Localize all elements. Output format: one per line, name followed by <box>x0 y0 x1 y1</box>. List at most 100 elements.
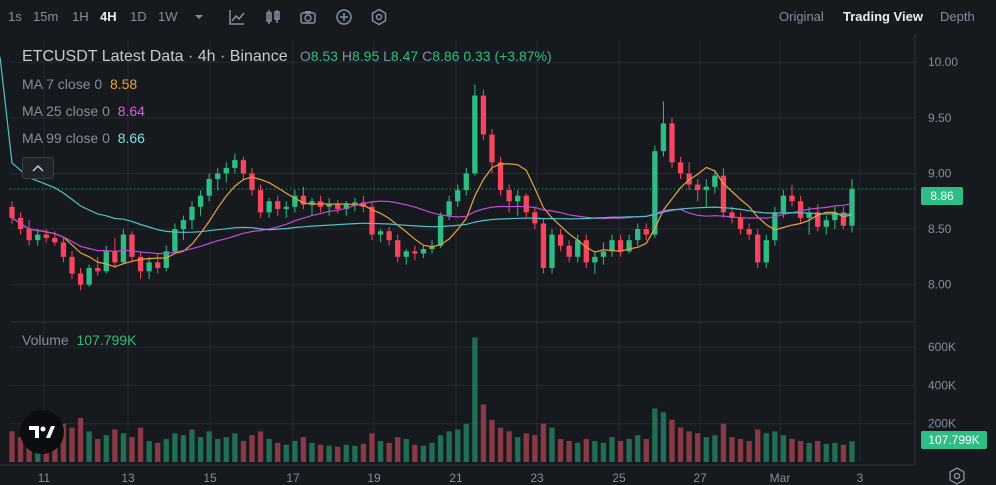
volume-bar <box>283 444 289 462</box>
candlestick-chart[interactable]: 10.00 9.50 9.00 8.50 8.00 600K 400K 200K 11 13 15 1… <box>0 34 996 485</box>
moving-averages <box>0 56 853 268</box>
axes: 10.00 9.50 9.00 8.50 8.00 600K 400K 200K 11 13 15 1… <box>38 55 959 485</box>
candle-body <box>737 217 744 230</box>
time-tick-label: 3 <box>857 471 864 485</box>
candle-body <box>120 234 127 263</box>
candle-body <box>420 249 427 254</box>
more-timeframes-chevron-icon[interactable] <box>192 10 206 24</box>
collapse-legend-button[interactable] <box>22 157 54 179</box>
volume-bar <box>155 442 161 462</box>
candle-body <box>583 240 589 263</box>
open-value: 8.53 <box>310 48 338 64</box>
ma99-line <box>0 56 853 233</box>
candle-body <box>103 251 109 272</box>
camera-icon[interactable] <box>299 8 317 26</box>
volume-bar <box>112 429 118 462</box>
volume-bar <box>95 439 101 462</box>
candle-body <box>223 167 229 174</box>
volume-bar <box>300 437 307 462</box>
candle-body <box>377 231 384 235</box>
volume-bar <box>403 439 409 462</box>
candle-body <box>823 220 829 227</box>
candle-body <box>480 95 487 135</box>
ma99-legend[interactable]: MA 99 close 0 8.66 <box>22 130 145 146</box>
add-indicator-icon[interactable] <box>335 8 353 26</box>
volume-tick-label: 600K <box>928 340 956 354</box>
time-tick-label: 13 <box>121 471 135 485</box>
volume-bar <box>420 445 427 462</box>
drawing-tools-icon[interactable] <box>228 8 246 26</box>
candle-body <box>240 160 247 174</box>
candle-body <box>163 251 169 268</box>
volume-bar <box>480 404 487 462</box>
candle-body <box>626 240 632 252</box>
candle-type-icon[interactable] <box>264 8 282 26</box>
candle-body <box>557 234 564 246</box>
volume-bar <box>849 441 855 462</box>
candle-body <box>609 240 615 252</box>
price-tick-label: 8.50 <box>928 222 952 236</box>
volume-bar <box>257 431 264 462</box>
tradingview-logo[interactable] <box>20 410 64 454</box>
ma25-legend[interactable]: MA 25 close 0 8.64 <box>22 103 145 119</box>
candle-body <box>575 240 581 257</box>
candle-body <box>789 195 795 202</box>
price-tick-label: 8.00 <box>928 278 952 292</box>
view-tradingview-button[interactable]: Trading View <box>843 9 923 24</box>
timeframe-1w[interactable]: 1W <box>158 9 178 24</box>
volume-bar <box>309 442 315 462</box>
volume-bar <box>429 442 435 462</box>
candle-body <box>635 229 641 241</box>
candle-body <box>446 201 452 216</box>
candle-body <box>69 256 75 274</box>
volume-bar <box>223 437 229 462</box>
ma7-legend[interactable]: MA 7 close 0 8.58 <box>22 76 137 92</box>
volume-bar <box>652 408 658 462</box>
high-value: 8.95 <box>351 48 380 64</box>
volume-bar <box>52 440 58 462</box>
timeframe-1h[interactable]: 1H <box>72 9 89 24</box>
chart-legend-header: ETCUSDT Latest Data · 4h · Binance O8.53… <box>22 48 552 66</box>
candle-body <box>497 162 504 191</box>
timeframe-1s[interactable]: 1s <box>8 9 22 24</box>
candle-body <box>437 215 444 246</box>
candle-body <box>677 162 684 174</box>
gear-icon[interactable] <box>948 467 966 485</box>
volume-bar <box>686 431 692 462</box>
candle-body <box>283 206 289 210</box>
timeframe-4h[interactable]: 4H <box>100 9 117 24</box>
volume-bar <box>780 435 787 462</box>
timeframe-15m[interactable]: 15m <box>33 9 59 24</box>
volume-tick-label: 400K <box>928 378 956 392</box>
volume-bar <box>352 445 358 462</box>
candle-body <box>403 251 409 257</box>
candle-body <box>729 212 735 218</box>
volume-label: Volume <box>22 332 69 348</box>
volume-bar <box>129 437 135 462</box>
volume-bar <box>189 429 195 462</box>
volume-bar <box>266 439 272 462</box>
volume-legend[interactable]: Volume 107.799K <box>22 332 136 348</box>
volume-bar <box>395 437 401 462</box>
candle-body <box>95 267 101 272</box>
volume-bar <box>506 431 512 462</box>
volume-bar <box>326 445 332 462</box>
candle-body <box>755 234 761 263</box>
candle-body <box>540 223 547 268</box>
candle-body <box>206 179 212 196</box>
open-key: O <box>299 48 311 64</box>
timeframe-1d[interactable]: 1D <box>130 9 147 24</box>
candle-body <box>300 195 307 205</box>
volume-bar <box>446 431 452 462</box>
volume-bar <box>343 444 349 462</box>
candle-body <box>249 173 255 191</box>
view-original-button[interactable]: Original <box>779 9 824 24</box>
candle-body <box>189 206 195 221</box>
settings-hex-icon[interactable] <box>370 8 388 26</box>
ma7-line <box>11 163 853 268</box>
candle-body <box>815 212 821 227</box>
volume-bar <box>60 423 67 462</box>
volume-bar <box>746 440 752 462</box>
view-depth-button[interactable]: Depth <box>940 9 975 24</box>
volume-bar <box>275 442 281 462</box>
